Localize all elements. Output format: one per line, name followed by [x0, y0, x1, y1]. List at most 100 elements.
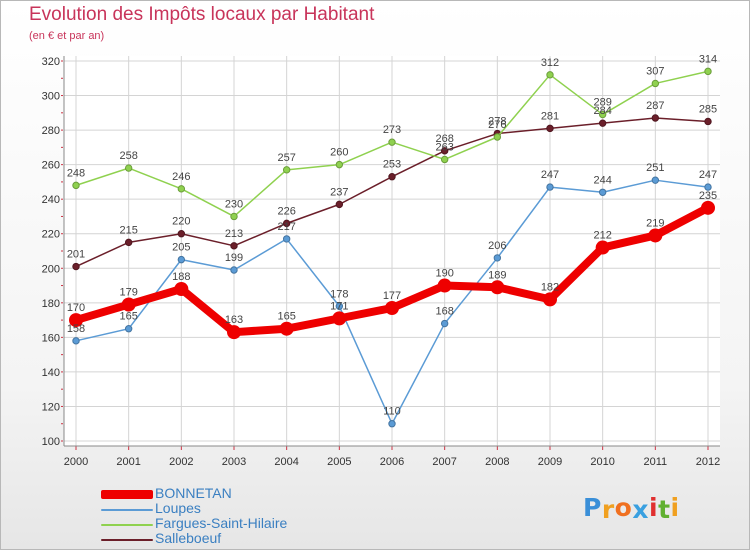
logo-letter: r [601, 495, 615, 524]
data-point-loupes [704, 183, 712, 191]
data-label-fargues-saint-hilaire: 246 [172, 171, 190, 183]
data-label-loupes: 251 [646, 162, 664, 174]
data-label-bonnetan: 170 [67, 302, 85, 314]
data-label-loupes: 168 [435, 306, 453, 318]
y-tick-label: 320 [42, 56, 60, 68]
data-label-fargues-saint-hilaire: 258 [119, 150, 137, 162]
y-tick-label: 280 [42, 125, 60, 137]
data-point-loupes [335, 302, 344, 310]
data-point-loupes [598, 188, 607, 196]
data-point-bonnetan [437, 278, 452, 293]
data-label-bonnetan: 165 [277, 311, 295, 323]
data-label-salleboeuf: 201 [67, 249, 85, 261]
data-point-fargues-saint-hilaire [704, 67, 712, 76]
proxiti-logo: Proxiti [583, 493, 680, 524]
data-label-bonnetan: 171 [330, 300, 348, 312]
data-label-bonnetan: 179 [119, 287, 137, 299]
data-point-fargues-saint-hilaire [230, 212, 238, 221]
x-tick-label: 2008 [485, 456, 509, 468]
data-label-fargues-saint-hilaire: 312 [541, 57, 559, 69]
data-label-loupes: 165 [119, 311, 137, 323]
data-point-bonnetan [385, 301, 399, 315]
data-point-salleboeuf [124, 238, 133, 247]
x-tick-label: 2000 [64, 456, 88, 468]
data-point-fargues-saint-hilaire [124, 164, 133, 172]
x-tick-label: 2004 [274, 456, 298, 468]
x-tick-label: 2001 [116, 456, 140, 468]
data-label-bonnetan: 182 [541, 281, 559, 293]
data-point-bonnetan [595, 240, 610, 255]
data-point-salleboeuf [177, 230, 186, 238]
data-point-loupes [230, 266, 238, 274]
data-point-loupes [546, 183, 554, 191]
data-label-salleboeuf: 220 [172, 216, 190, 228]
x-tick-label: 2003 [222, 456, 246, 468]
x-tick-label: 2012 [696, 456, 720, 468]
data-label-salleboeuf: 281 [541, 110, 559, 122]
data-point-salleboeuf [440, 147, 449, 155]
data-label-salleboeuf: 253 [383, 159, 401, 171]
data-point-bonnetan [332, 311, 347, 326]
data-point-loupes [388, 420, 396, 428]
data-point-salleboeuf [230, 242, 238, 250]
data-point-salleboeuf [546, 124, 554, 133]
y-tick-label: 180 [42, 298, 60, 310]
data-label-bonnetan: 177 [383, 290, 401, 302]
data-point-salleboeuf [282, 219, 291, 228]
data-label-bonnetan: 219 [646, 217, 664, 229]
y-tick-label: 100 [42, 436, 60, 448]
data-point-bonnetan [227, 325, 241, 340]
data-label-bonnetan: 163 [225, 314, 243, 326]
data-point-loupes [124, 325, 133, 333]
data-point-loupes [72, 337, 80, 345]
data-label-loupes: 247 [541, 169, 559, 181]
data-point-fargues-saint-hilaire [282, 166, 291, 174]
y-tick-label: 300 [42, 91, 60, 103]
chart-subtitle: (en € et par an) [29, 30, 105, 42]
data-label-bonnetan: 190 [435, 268, 453, 280]
data-label-salleboeuf: 226 [277, 205, 295, 217]
y-tick-label: 120 [42, 401, 60, 413]
logo-letter: x [632, 495, 649, 524]
data-point-fargues-saint-hilaire [546, 71, 554, 79]
data-label-salleboeuf: 285 [699, 103, 717, 115]
y-tick-label: 140 [42, 367, 60, 379]
x-tick-label: 2010 [590, 456, 614, 468]
x-tick-label: 2005 [327, 456, 351, 468]
data-label-fargues-saint-hilaire: 260 [330, 147, 348, 159]
data-label-loupes: 199 [225, 252, 243, 264]
x-tick-label: 2006 [380, 456, 404, 468]
x-tick-label: 2002 [169, 456, 193, 468]
data-point-salleboeuf [704, 117, 712, 126]
logo-letter: i [670, 493, 680, 522]
data-label-salleboeuf: 278 [488, 116, 506, 128]
logo-letter: i [649, 493, 659, 522]
data-label-salleboeuf: 284 [593, 105, 611, 117]
data-label-loupes: 110 [383, 406, 401, 418]
legend-swatch [101, 490, 153, 499]
y-tick-label: 200 [42, 263, 60, 275]
data-label-fargues-saint-hilaire: 248 [67, 167, 85, 179]
data-point-bonnetan [490, 280, 505, 295]
data-label-loupes: 158 [67, 323, 85, 335]
data-point-fargues-saint-hilaire [598, 110, 607, 119]
y-tick-label: 260 [42, 160, 60, 172]
data-label-bonnetan: 235 [699, 190, 717, 202]
data-label-salleboeuf: 215 [119, 224, 137, 236]
data-point-salleboeuf [388, 173, 396, 181]
logo-letter: o [614, 493, 633, 522]
data-point-salleboeuf [335, 200, 344, 209]
data-label-salleboeuf: 268 [435, 133, 453, 145]
data-label-fargues-saint-hilaire: 276 [488, 119, 506, 131]
legend-label: Fargues-Saint-Hilaire [155, 515, 288, 531]
data-point-loupes [651, 176, 660, 184]
legend-swatch [101, 509, 153, 511]
data-point-fargues-saint-hilaire [493, 133, 502, 141]
data-point-bonnetan [648, 228, 663, 243]
data-point-loupes [493, 254, 502, 262]
data-label-loupes: 206 [488, 240, 506, 252]
x-tick-label: 2007 [432, 456, 456, 468]
data-point-loupes [440, 319, 449, 328]
logo-letter: t [658, 495, 671, 524]
